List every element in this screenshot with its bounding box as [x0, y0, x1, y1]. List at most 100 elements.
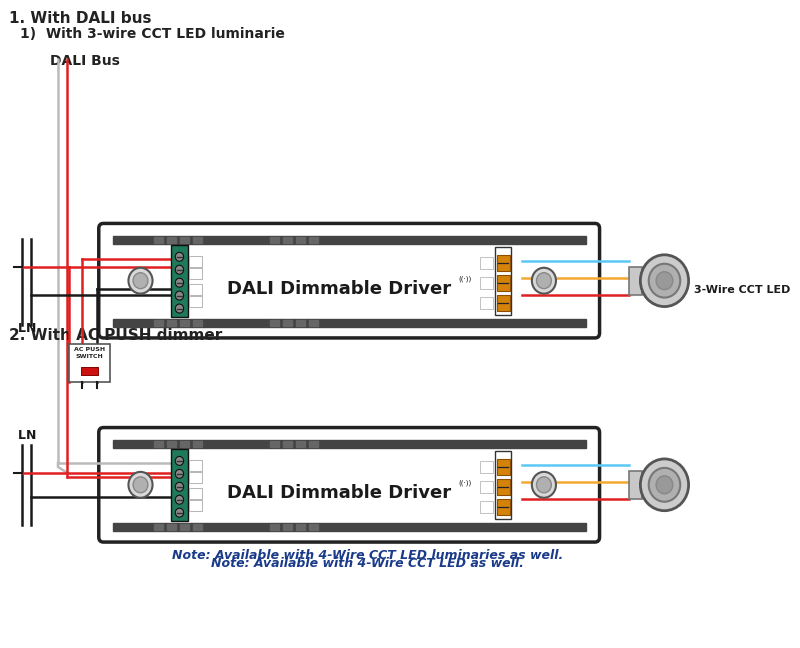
Bar	[113, 523, 586, 531]
Bar	[497, 255, 510, 271]
Circle shape	[656, 476, 673, 494]
Bar	[194, 320, 202, 326]
Bar	[480, 257, 493, 269]
Circle shape	[175, 508, 184, 517]
Bar	[154, 320, 162, 326]
Text: N: N	[26, 429, 36, 442]
Bar	[194, 524, 202, 530]
Bar	[189, 472, 202, 483]
Bar	[296, 441, 305, 448]
Bar	[283, 441, 292, 448]
Circle shape	[133, 273, 148, 288]
Text: L: L	[18, 323, 26, 336]
Text: DALI Dimmable Driver: DALI Dimmable Driver	[227, 280, 451, 297]
Circle shape	[175, 482, 184, 491]
Circle shape	[129, 268, 153, 294]
Bar	[167, 524, 176, 530]
Bar	[180, 441, 189, 448]
Bar	[497, 459, 510, 475]
Bar	[310, 524, 318, 530]
Bar	[189, 488, 202, 499]
Bar	[180, 320, 189, 326]
Circle shape	[537, 273, 551, 288]
FancyBboxPatch shape	[98, 224, 599, 338]
Circle shape	[640, 255, 689, 307]
Text: 1. With DALI bus: 1. With DALI bus	[9, 12, 151, 27]
Text: 2. With AC PUSH dimmer: 2. With AC PUSH dimmer	[9, 328, 222, 343]
Text: ((·)): ((·))	[458, 480, 472, 486]
Bar	[81, 367, 98, 375]
Bar	[310, 441, 318, 448]
Text: ((·)): ((·))	[458, 275, 472, 282]
Bar	[194, 441, 202, 448]
Circle shape	[649, 468, 680, 502]
Circle shape	[175, 265, 184, 274]
Bar	[189, 268, 202, 279]
Bar	[180, 524, 189, 530]
Bar	[189, 460, 202, 471]
Bar	[189, 284, 202, 295]
Bar	[283, 237, 292, 244]
Bar	[480, 297, 493, 308]
Text: N: N	[26, 323, 36, 336]
Bar	[270, 441, 278, 448]
Bar	[296, 320, 305, 326]
Bar	[154, 441, 162, 448]
Bar	[171, 449, 188, 520]
Bar	[167, 320, 176, 326]
Circle shape	[532, 268, 556, 294]
Bar	[497, 479, 510, 495]
Bar	[480, 461, 493, 473]
Circle shape	[175, 252, 184, 261]
Circle shape	[656, 272, 673, 290]
Bar	[69, 344, 110, 382]
Circle shape	[640, 459, 689, 511]
Text: 3-Wire CCT LED: 3-Wire CCT LED	[694, 284, 790, 295]
Bar	[270, 237, 278, 244]
Text: 1)  With 3-wire CCT LED luminarie: 1) With 3-wire CCT LED luminarie	[20, 27, 285, 41]
Circle shape	[537, 477, 551, 492]
Text: AC PUSH: AC PUSH	[74, 347, 105, 352]
Text: DALI Bus: DALI Bus	[50, 54, 119, 68]
Circle shape	[649, 264, 680, 297]
Bar	[630, 471, 642, 499]
Bar	[270, 524, 278, 530]
Bar	[497, 499, 510, 515]
Bar	[494, 451, 511, 518]
Text: SWITCH: SWITCH	[76, 354, 103, 359]
Bar	[480, 481, 493, 492]
Bar	[480, 277, 493, 288]
Bar	[171, 245, 188, 316]
Bar	[180, 237, 189, 244]
Bar	[497, 295, 510, 310]
Circle shape	[532, 472, 556, 498]
Bar	[283, 320, 292, 326]
Circle shape	[175, 456, 184, 465]
Bar	[189, 295, 202, 307]
Circle shape	[175, 495, 184, 504]
Bar	[497, 275, 510, 291]
Bar	[154, 524, 162, 530]
Bar	[154, 237, 162, 244]
Bar	[270, 320, 278, 326]
Bar	[113, 319, 586, 327]
Circle shape	[175, 304, 184, 313]
Circle shape	[133, 477, 148, 492]
Text: Note: Available with 4-Wire CCT LED as well.: Note: Available with 4-Wire CCT LED as w…	[211, 557, 524, 570]
Bar	[167, 441, 176, 448]
Bar	[494, 247, 511, 314]
Circle shape	[175, 291, 184, 300]
Bar	[113, 237, 586, 244]
Bar	[189, 256, 202, 267]
Bar	[310, 320, 318, 326]
Text: Note: Available with 4-Wire CCT LED luminaries as well.: Note: Available with 4-Wire CCT LED lumi…	[172, 549, 563, 562]
Bar	[310, 237, 318, 244]
Circle shape	[129, 472, 153, 498]
Bar	[189, 500, 202, 511]
Text: DALI Dimmable Driver: DALI Dimmable Driver	[227, 484, 451, 502]
Bar	[194, 237, 202, 244]
Bar	[113, 441, 586, 448]
FancyBboxPatch shape	[98, 428, 599, 542]
Circle shape	[175, 469, 184, 478]
Bar	[283, 524, 292, 530]
